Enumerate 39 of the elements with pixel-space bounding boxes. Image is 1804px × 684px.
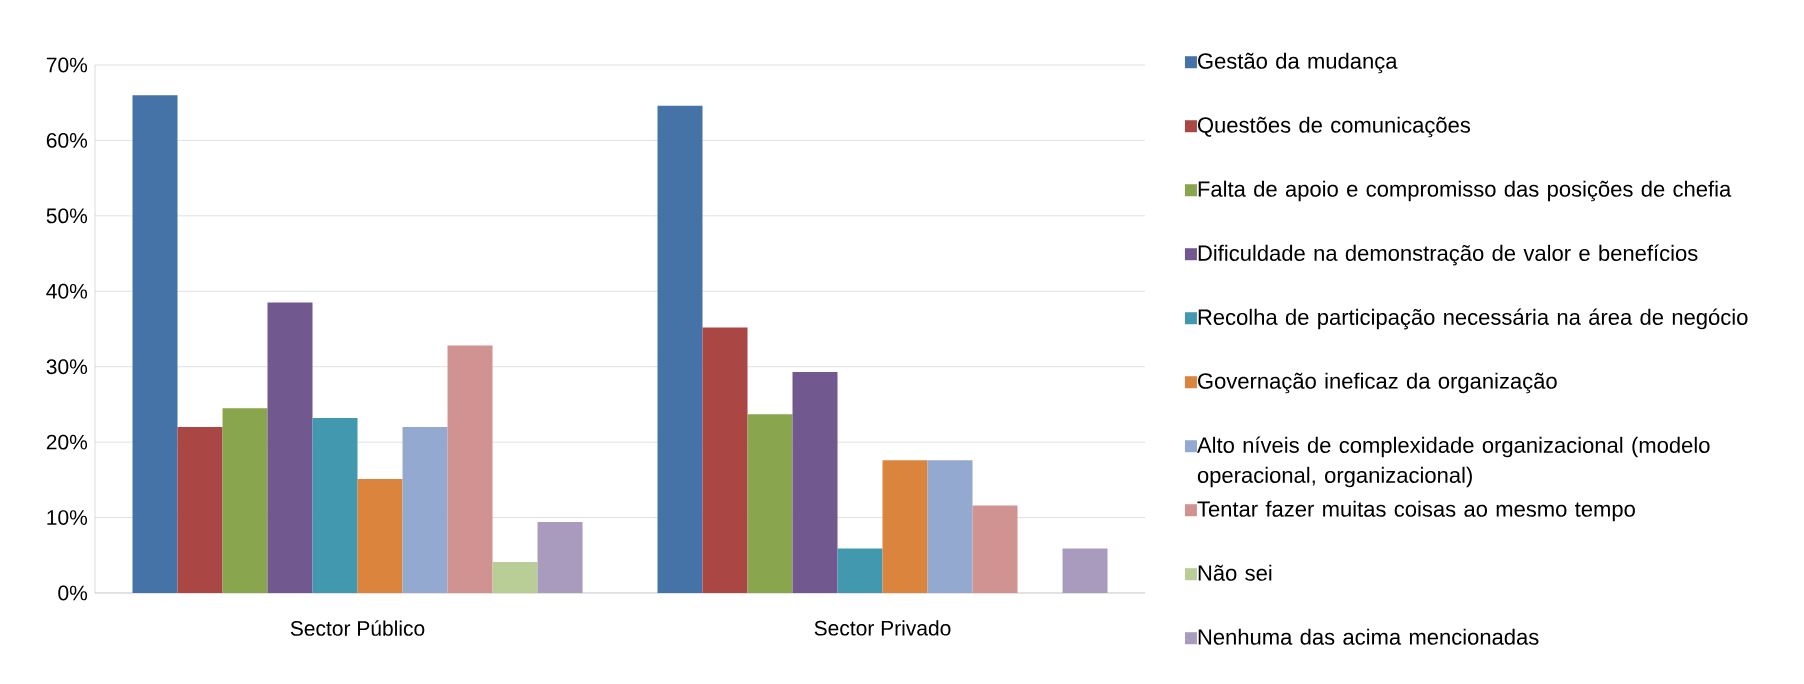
bar — [177, 427, 223, 593]
bar — [702, 327, 748, 593]
legend-label: Falta de apoio e compromisso das posições de chefia — [1198, 180, 1732, 202]
x-tick-label: Sector Privado — [814, 620, 951, 636]
y-tick-label: 30% — [46, 359, 88, 375]
legend-label: Alto níveis de complexidade organizacional (modelo operacional, organizacional) — [1197, 436, 1710, 488]
bar — [447, 345, 493, 593]
legend-label: Não sei — [1198, 564, 1272, 581]
y-tick-label: 70% — [46, 57, 88, 73]
bar — [357, 479, 403, 593]
bar — [402, 427, 448, 593]
bar — [882, 460, 928, 593]
y-tick-label: 40% — [46, 283, 88, 299]
legend-label: Questões de comunicações — [1198, 116, 1471, 138]
legend-label: Nenhuma das acima mencionadas — [1198, 628, 1539, 645]
bar — [492, 562, 538, 593]
bar — [837, 548, 883, 593]
bar — [1062, 548, 1108, 593]
legend-label: Tentar fazer muitas coisas ao mesmo tempo — [1197, 500, 1635, 522]
legend-label: Dificuldade na demonstração de valor e benefícios — [1198, 244, 1698, 266]
bar — [222, 408, 268, 593]
bar — [132, 95, 178, 593]
bar — [927, 460, 973, 593]
x-tick-label: Sector Público — [290, 620, 425, 636]
bar — [267, 302, 313, 593]
bar — [747, 414, 793, 593]
y-tick-label: 10% — [47, 510, 88, 525]
legend-label: Gestão da mudança — [1198, 52, 1398, 74]
bar — [537, 522, 583, 593]
y-tick-label: 60% — [46, 132, 88, 148]
legend-label: Governação ineficaz da organização — [1198, 372, 1557, 394]
bar — [657, 105, 703, 593]
bar — [972, 505, 1018, 593]
y-tick-label: 50% — [46, 208, 88, 224]
y-tick-label: 20% — [46, 434, 88, 450]
bar — [792, 371, 838, 593]
y-tick-label: 0% — [58, 585, 88, 601]
bar — [312, 417, 358, 593]
legend-label: Recolha de participação necessária na área de negócio — [1198, 308, 1748, 330]
